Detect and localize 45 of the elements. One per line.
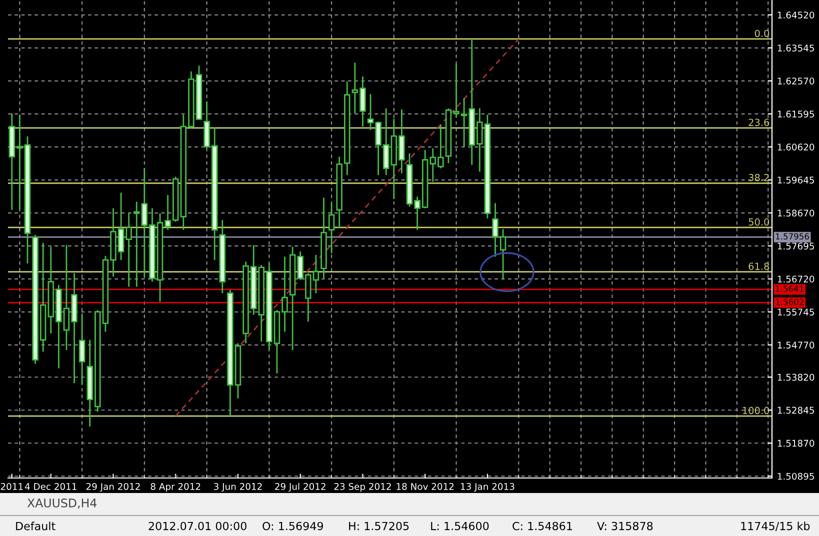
text: Default — [16, 522, 56, 530]
candlestick — [328, 202, 335, 254]
y-tick-label: 1.63545 — [778, 44, 814, 52]
x-tick-label: 18 Nov 2012 — [396, 483, 454, 490]
y-tick-label: 1.60620 — [778, 144, 814, 151]
y-tick-label: 1.61595 — [778, 110, 814, 118]
x-tick-label: 4 Dec 2011 — [24, 483, 76, 490]
x-tick-label: 13 Jan 2013 — [460, 483, 514, 492]
y-tick-label: 1.54770 — [778, 342, 814, 349]
x-tick-label: 29 Jan 2012 — [86, 483, 140, 492]
candlestick — [134, 201, 140, 288]
ref-line-label: 1.57956 — [776, 233, 809, 240]
y-tick-label: 1.52845 — [778, 406, 814, 414]
text: O: 1.56949 — [262, 522, 323, 530]
text: XAUUSD,H4 — [27, 498, 97, 509]
y-tick-label: 1.55745 — [778, 308, 814, 316]
text: C: 1.54861 — [512, 522, 572, 530]
text: L: 1.54600 — [431, 522, 489, 530]
annotation: 23.6 — [748, 118, 770, 126]
text: 2012.07.01 00:00 — [148, 522, 246, 530]
text: V: 315878 — [597, 522, 653, 530]
candlestick — [78, 312, 86, 386]
y-tick-label: 1.53820 — [778, 374, 814, 381]
x-tick-label: 8 Apr 2012 — [150, 483, 200, 492]
annotation: 38.2 — [748, 174, 769, 182]
ref-line-label: 1.5641 — [776, 286, 804, 292]
y-tick-label: 1.62570 — [778, 78, 814, 85]
text: 11745/15 kb — [741, 522, 810, 532]
x-tick-label: 29 Jul 2012 — [275, 482, 326, 492]
y-tick-label: 1.57695 — [778, 242, 814, 250]
y-tick-label: 1.58670 — [778, 210, 814, 217]
x-tick-label: 2011 — [0, 483, 23, 490]
annotation: 61.8 — [748, 262, 770, 270]
y-tick-label: 1.56720 — [778, 276, 814, 283]
x-tick-label: 23 Sep 2012 — [334, 483, 391, 492]
y-tick-label: 1.64520 — [778, 12, 814, 19]
annotation: 0.0 — [754, 30, 770, 38]
annotation: 100.0 — [742, 406, 770, 414]
text: H: 1.57205 — [349, 522, 409, 530]
x-tick-label: 3 Jun 2012 — [214, 483, 262, 492]
annotation: 50.0 — [748, 218, 770, 226]
y-tick-label: 1.50895 — [778, 472, 814, 480]
ref-line-label: 1.5602 — [776, 298, 804, 306]
y-tick-label: 1.59645 — [778, 176, 814, 184]
y-tick-label: 1.51870 — [778, 440, 814, 447]
